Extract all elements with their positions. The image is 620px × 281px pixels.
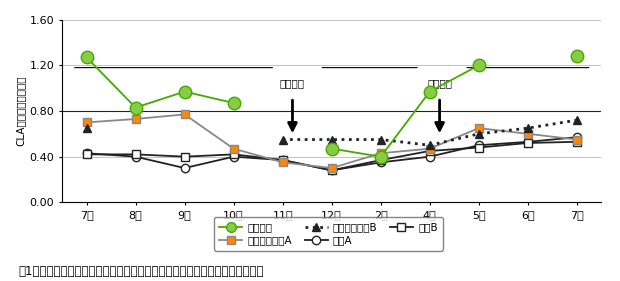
舎颼A: [279, 158, 286, 162]
時間制限放牧A: [83, 121, 91, 124]
昼夜放牧: [475, 64, 482, 67]
舎颼B: [181, 155, 188, 158]
舎颼B: [377, 158, 384, 162]
Text: 放牧終了: 放牧終了: [280, 78, 305, 88]
舎颼B: [524, 141, 531, 145]
時間制限放牧A: [132, 117, 140, 121]
時間制限放牧A: [426, 147, 433, 150]
昼夜放牧: [377, 155, 384, 158]
昼夜放牧: [83, 56, 91, 59]
舎颼A: [132, 155, 140, 158]
舎颼B: [426, 149, 433, 153]
昼夜放牧: [328, 147, 335, 150]
時間制限放牧A: [181, 113, 188, 116]
舎颼A: [573, 135, 580, 139]
Line: 昼夜放牧: 昼夜放牧: [80, 50, 583, 163]
時間制限放牧B: [426, 144, 433, 147]
舎颼B: [328, 169, 335, 172]
Line: 舎颼A: 舎颼A: [82, 133, 581, 175]
舎颼A: [328, 169, 335, 172]
Legend: 昼夜放牧, 時間制限放牧A, 時間制限放牧B, 舎颼A, 舎颼B: 昼夜放牧, 時間制限放牧A, 時間制限放牧B, 舎颼A, 舎颼B: [215, 217, 443, 250]
時間制限放牧B: [328, 138, 335, 141]
舎颼A: [524, 140, 531, 144]
舎颼B: [475, 146, 482, 149]
昼夜放牧: [230, 101, 237, 105]
舎颼B: [573, 140, 580, 144]
舎颼A: [181, 166, 188, 170]
時間制限放牧A: [475, 126, 482, 130]
舎颼B: [230, 153, 237, 156]
Text: 図1　飼養条件の異なる酪農経営での牛乳中の共役リノール酸濃度の季節変化: 図1 飼養条件の異なる酪農経営での牛乳中の共役リノール酸濃度の季節変化: [19, 265, 264, 278]
舎颼B: [83, 153, 91, 156]
時間制限放牧B: [475, 132, 482, 135]
時間制限放牧A: [573, 138, 580, 141]
舎颼B: [279, 158, 286, 162]
時間制限放牧A: [524, 132, 531, 135]
時間制限放牧A: [377, 151, 384, 155]
時間制限放牧B: [524, 126, 531, 130]
舎颼B: [132, 153, 140, 156]
Line: 時間制限放牧A: 時間制限放牧A: [82, 110, 581, 172]
舎颼A: [475, 144, 482, 147]
Line: 時間制限放牧B: 時間制限放牧B: [82, 116, 581, 149]
時間制限放牧B: [83, 126, 91, 130]
時間制限放牧B: [573, 118, 580, 122]
舎颼A: [83, 151, 91, 155]
時間制限放牧A: [328, 166, 335, 170]
Line: 舎颼B: 舎颼B: [82, 138, 581, 175]
Text: 放牧開始: 放牧開始: [427, 78, 452, 88]
舎颼A: [230, 155, 237, 158]
時間制限放牧A: [279, 161, 286, 164]
昼夜放牧: [426, 90, 433, 93]
昼夜放牧: [181, 90, 188, 93]
昼夜放牧: [132, 106, 140, 109]
Y-axis label: CLA濃度（脂肪中％）: CLA濃度（脂肪中％）: [16, 76, 25, 146]
時間制限放牧A: [230, 147, 237, 150]
舎颼A: [377, 161, 384, 164]
舎颼A: [426, 155, 433, 158]
時間制限放牧B: [377, 138, 384, 141]
時間制限放牧B: [279, 138, 286, 141]
昼夜放牧: [573, 55, 580, 58]
